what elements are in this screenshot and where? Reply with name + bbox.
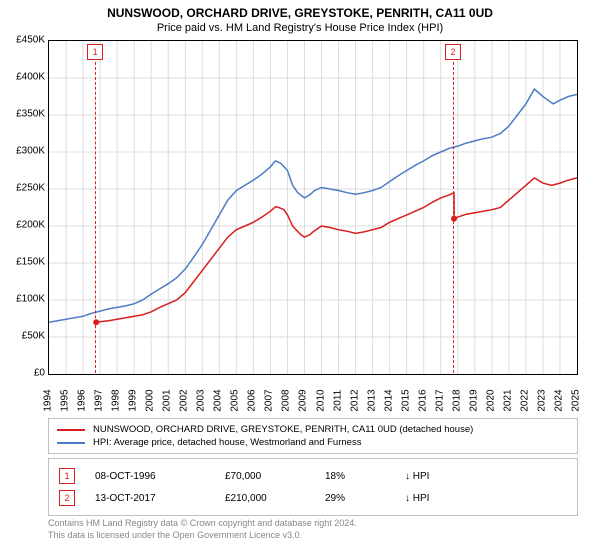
legend-item-hpi: HPI: Average price, detached house, West… bbox=[57, 436, 569, 449]
marker-badge-1: 1 bbox=[59, 468, 75, 484]
x-tick-label: 1995 bbox=[60, 389, 71, 411]
x-tick-label: 2017 bbox=[434, 389, 445, 411]
chart-marker-badge: 1 bbox=[87, 44, 103, 60]
x-tick-label: 2004 bbox=[213, 389, 224, 411]
marker-pct-2: 29% bbox=[325, 493, 385, 504]
marker-row-2: 2 13-OCT-2017 £210,000 29% ↓ HPI bbox=[59, 487, 567, 509]
plot-area bbox=[48, 40, 578, 375]
y-tick-label: £100K bbox=[5, 294, 45, 305]
marker-vline bbox=[95, 52, 96, 373]
marker-date-2: 13-OCT-2017 bbox=[95, 493, 205, 504]
x-tick-label: 2001 bbox=[162, 389, 173, 411]
x-tick-label: 1998 bbox=[111, 389, 122, 411]
chart-title: NUNSWOOD, ORCHARD DRIVE, GREYSTOKE, PENR… bbox=[0, 0, 600, 20]
x-tick-label: 1999 bbox=[128, 389, 139, 411]
x-tick-label: 2005 bbox=[230, 389, 241, 411]
marker-vline bbox=[453, 52, 454, 373]
marker-row-1: 1 08-OCT-1996 £70,000 18% ↓ HPI bbox=[59, 465, 567, 487]
x-tick-label: 2000 bbox=[145, 389, 156, 411]
x-tick-label: 2009 bbox=[298, 389, 309, 411]
y-tick-label: £400K bbox=[5, 72, 45, 83]
marker-badge-2: 2 bbox=[59, 490, 75, 506]
x-tick-label: 2015 bbox=[400, 389, 411, 411]
y-tick-label: £50K bbox=[5, 331, 45, 342]
x-tick-label: 2023 bbox=[536, 389, 547, 411]
y-tick-label: £200K bbox=[5, 220, 45, 231]
y-tick-label: £250K bbox=[5, 183, 45, 194]
x-tick-label: 2011 bbox=[332, 390, 343, 412]
legend-swatch-hpi bbox=[57, 442, 85, 444]
chart-subtitle: Price paid vs. HM Land Registry's House … bbox=[0, 20, 600, 34]
legend-label-property: NUNSWOOD, ORCHARD DRIVE, GREYSTOKE, PENR… bbox=[93, 424, 473, 435]
chart-marker-badge: 2 bbox=[445, 44, 461, 60]
legend-swatch-property bbox=[57, 429, 85, 431]
marker-dir-2: ↓ HPI bbox=[405, 493, 429, 504]
x-tick-label: 2002 bbox=[179, 389, 190, 411]
footer: Contains HM Land Registry data © Crown c… bbox=[48, 518, 357, 541]
x-tick-label: 2025 bbox=[571, 389, 582, 411]
x-tick-label: 2024 bbox=[553, 389, 564, 411]
footer-line-2: This data is licensed under the Open Gov… bbox=[48, 530, 357, 542]
y-tick-label: £150K bbox=[5, 257, 45, 268]
legend-label-hpi: HPI: Average price, detached house, West… bbox=[93, 437, 361, 448]
y-tick-label: £450K bbox=[5, 35, 45, 46]
footer-line-1: Contains HM Land Registry data © Crown c… bbox=[48, 518, 357, 530]
y-tick-label: £0 bbox=[5, 368, 45, 379]
x-tick-label: 2016 bbox=[417, 389, 428, 411]
markers-table: 1 08-OCT-1996 £70,000 18% ↓ HPI 2 13-OCT… bbox=[48, 458, 578, 516]
x-tick-label: 2006 bbox=[247, 389, 258, 411]
x-tick-label: 2008 bbox=[281, 389, 292, 411]
x-tick-label: 1997 bbox=[94, 389, 105, 411]
x-tick-label: 2013 bbox=[366, 389, 377, 411]
x-tick-label: 2022 bbox=[519, 389, 530, 411]
x-tick-label: 2007 bbox=[264, 389, 275, 411]
y-tick-label: £300K bbox=[5, 146, 45, 157]
x-tick-label: 2003 bbox=[196, 389, 207, 411]
marker-date-1: 08-OCT-1996 bbox=[95, 471, 205, 482]
x-tick-label: 2019 bbox=[468, 389, 479, 411]
marker-price-2: £210,000 bbox=[225, 493, 305, 504]
chart-container: NUNSWOOD, ORCHARD DRIVE, GREYSTOKE, PENR… bbox=[0, 0, 600, 560]
x-tick-label: 2012 bbox=[349, 389, 360, 411]
x-tick-label: 1996 bbox=[77, 389, 88, 411]
marker-pct-1: 18% bbox=[325, 471, 385, 482]
x-tick-label: 2014 bbox=[383, 389, 394, 411]
marker-price-1: £70,000 bbox=[225, 471, 305, 482]
x-tick-label: 2018 bbox=[451, 389, 462, 411]
plot-svg bbox=[49, 41, 577, 374]
x-tick-label: 2020 bbox=[485, 389, 496, 411]
x-tick-label: 2021 bbox=[502, 389, 513, 411]
marker-dir-1: ↓ HPI bbox=[405, 471, 429, 482]
y-tick-label: £350K bbox=[5, 109, 45, 120]
x-tick-label: 1994 bbox=[43, 389, 54, 411]
legend-item-property: NUNSWOOD, ORCHARD DRIVE, GREYSTOKE, PENR… bbox=[57, 423, 569, 436]
x-tick-label: 2010 bbox=[315, 389, 326, 411]
legend: NUNSWOOD, ORCHARD DRIVE, GREYSTOKE, PENR… bbox=[48, 418, 578, 454]
